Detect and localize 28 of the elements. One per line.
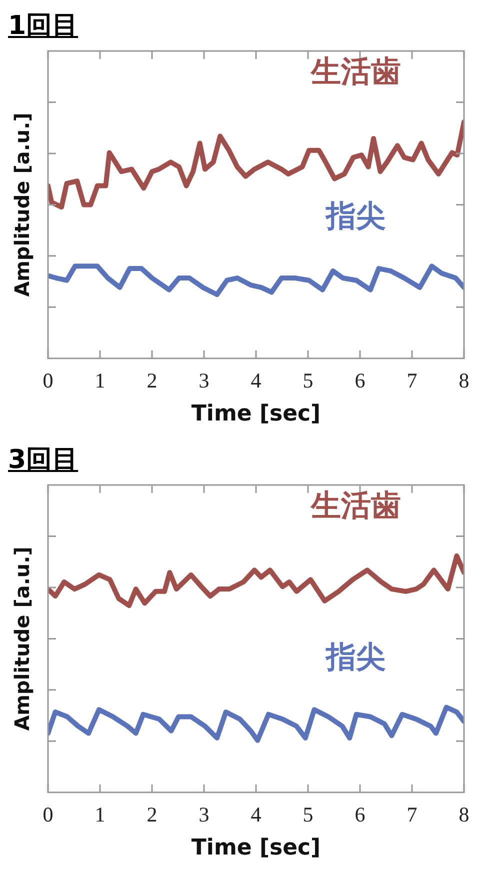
x-tick-label: 6	[354, 802, 366, 827]
x-tick-label: 7	[406, 802, 418, 827]
x-tick-label: 7	[406, 368, 418, 393]
y-axis-title: Amplitude [a.u.]	[10, 112, 34, 297]
chart-title: 1回目	[8, 10, 80, 43]
x-tick-label: 5	[302, 802, 314, 827]
x-tick-label: 6	[354, 368, 366, 393]
x-tick-label: 4	[250, 368, 262, 393]
x-tick-label: 3	[198, 802, 210, 827]
series-label: 生活歯	[310, 54, 401, 90]
series-label: 指尖	[324, 198, 386, 234]
x-axis-title: Time [sec]	[191, 836, 321, 861]
x-tick-label: 0	[42, 802, 54, 827]
x-tick-label: 2	[146, 368, 158, 393]
series-label: 生活歯	[310, 488, 401, 524]
x-axis-title: Time [sec]	[191, 402, 321, 427]
x-tick-label: 8	[458, 802, 470, 827]
x-tick-label: 1	[94, 368, 106, 393]
y-axis-title: Amplitude [a.u.]	[10, 546, 34, 731]
x-tick-label: 2	[146, 802, 158, 827]
x-tick-label: 1	[94, 802, 106, 827]
x-tick-label: 0	[42, 368, 54, 393]
series-label: 指尖	[324, 640, 386, 676]
chart-title: 3回目	[8, 444, 80, 477]
x-tick-label: 4	[250, 802, 262, 827]
x-tick-label: 5	[302, 368, 314, 393]
x-tick-label: 8	[458, 368, 470, 393]
x-tick-label: 3	[198, 368, 210, 393]
